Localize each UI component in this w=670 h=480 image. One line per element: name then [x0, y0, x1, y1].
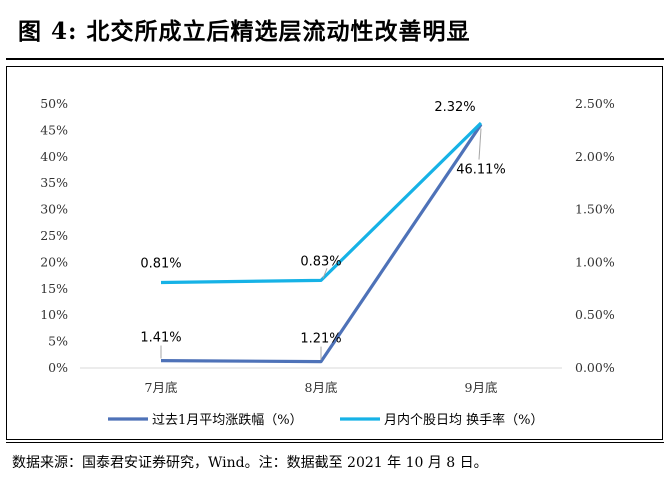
- right-axis-tick-label: 0.50%: [575, 307, 615, 322]
- series2-data-label: 2.32%: [434, 100, 475, 115]
- chart-frame: [6, 66, 663, 440]
- right-axis-tick-label: 1.00%: [575, 254, 615, 269]
- series1-data-label: 46.11%: [456, 163, 506, 178]
- x-axis-category-label: 8月底: [305, 380, 338, 395]
- x-axis-category-label: 7月底: [145, 380, 178, 395]
- left-axis-tick-label: 20%: [40, 254, 68, 269]
- left-axis-tick-label: 15%: [40, 281, 68, 296]
- series1-label-leader: [478, 128, 482, 160]
- left-axis-tick-label: 45%: [40, 122, 68, 137]
- series2-data-label: 0.81%: [140, 256, 181, 271]
- series-line-1: [160, 123, 483, 364]
- left-axis-tick-label: 50%: [40, 96, 68, 111]
- left-axis-tick-label: 5%: [48, 334, 68, 349]
- title-rule: [6, 58, 664, 60]
- right-axis-tick-label: 0.00%: [575, 360, 615, 375]
- right-axis-tick-label: 1.50%: [575, 202, 615, 217]
- series1-data-label: 1.41%: [140, 331, 181, 346]
- left-axis-tick-label: 10%: [40, 307, 68, 322]
- left-axis-tick-label: 0%: [48, 360, 68, 375]
- source-rule: [6, 442, 664, 443]
- x-axis-category-label: 9月底: [465, 380, 498, 395]
- chart-title: 图 4: 北交所成立后精选层流动性改善明显: [18, 18, 471, 45]
- right-axis-tick-label: 2.50%: [575, 96, 615, 111]
- series1-data-label: 1.21%: [300, 332, 341, 347]
- series-line-2: [160, 121, 483, 285]
- left-axis-tick-label: 35%: [40, 175, 68, 190]
- left-axis-tick-label: 25%: [40, 228, 68, 243]
- right-axis-tick-label: 2.00%: [575, 149, 615, 164]
- series2-data-label: 0.83%: [300, 254, 341, 269]
- legend-label-series1: 过去1月平均涨跌幅（%）: [152, 412, 303, 428]
- left-axis-tick-label: 30%: [40, 202, 68, 217]
- source-note: 数据来源：国泰君安证券研究，Wind。注：数据截至 2021 年 10 月 8 …: [12, 455, 488, 471]
- legend-label-series2: 月内个股日均 换手率（%）: [384, 412, 544, 428]
- series2-label-leader: [322, 268, 328, 279]
- left-axis-tick-label: 40%: [40, 149, 68, 164]
